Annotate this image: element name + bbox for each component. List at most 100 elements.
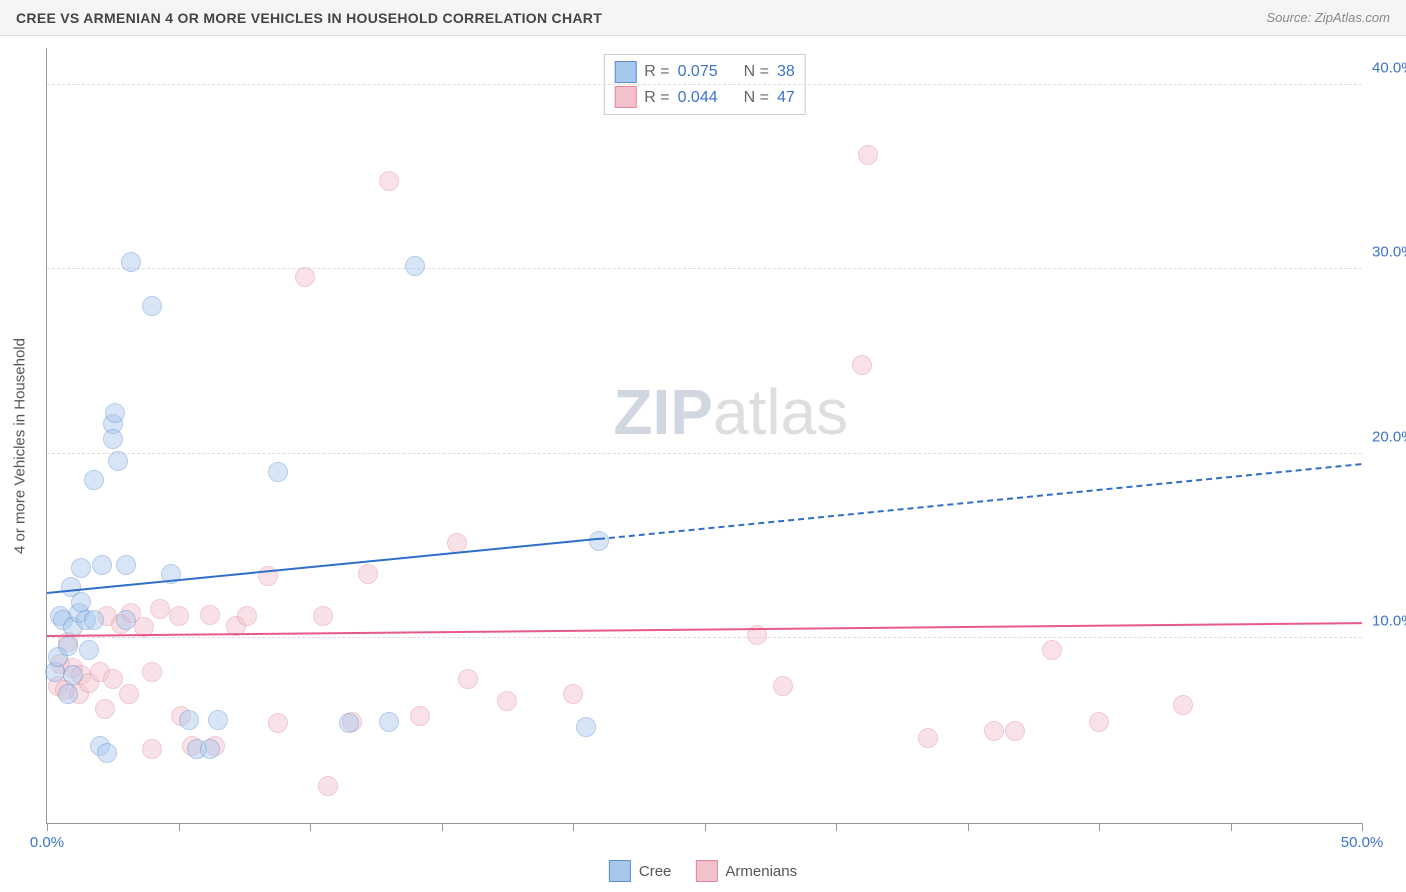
x-tick bbox=[836, 823, 837, 831]
point-armenians bbox=[918, 728, 938, 748]
swatch-cree-bottom bbox=[609, 860, 631, 882]
n-value-cree: 38 bbox=[777, 59, 795, 85]
point-cree bbox=[116, 610, 136, 630]
x-tick bbox=[968, 823, 969, 831]
y-axis-label: 4 or more Vehicles in Household bbox=[12, 338, 29, 554]
point-armenians bbox=[119, 684, 139, 704]
gridline-h bbox=[47, 453, 1362, 454]
y-tick-label: 40.0% bbox=[1364, 59, 1406, 76]
watermark: ZIPatlas bbox=[613, 375, 848, 449]
header-bar: CREE VS ARMENIAN 4 OR MORE VEHICLES IN H… bbox=[0, 0, 1406, 36]
chart-title: CREE VS ARMENIAN 4 OR MORE VEHICLES IN H… bbox=[16, 10, 602, 26]
point-armenians bbox=[1042, 640, 1062, 660]
point-armenians bbox=[358, 564, 378, 584]
point-cree bbox=[71, 592, 91, 612]
legend-label-armenians: Armenians bbox=[725, 863, 797, 880]
swatch-cree bbox=[614, 61, 636, 83]
point-cree bbox=[97, 743, 117, 763]
point-cree bbox=[339, 713, 359, 733]
x-tick bbox=[47, 823, 48, 831]
source-prefix: Source: bbox=[1266, 10, 1314, 25]
x-tick bbox=[179, 823, 180, 831]
point-armenians bbox=[447, 533, 467, 553]
point-armenians bbox=[268, 713, 288, 733]
legend-series: Cree Armenians bbox=[609, 860, 797, 882]
gridline-h bbox=[47, 268, 1362, 269]
r-value-armenians: 0.044 bbox=[678, 85, 718, 111]
point-cree bbox=[92, 555, 112, 575]
point-armenians bbox=[984, 721, 1004, 741]
point-armenians bbox=[563, 684, 583, 704]
watermark-atlas: atlas bbox=[713, 376, 848, 448]
point-cree bbox=[589, 531, 609, 551]
point-armenians bbox=[379, 171, 399, 191]
legend-row-cree: R = 0.075 N = 38 bbox=[614, 59, 795, 85]
point-armenians bbox=[458, 669, 478, 689]
point-cree bbox=[79, 640, 99, 660]
point-armenians bbox=[773, 676, 793, 696]
point-cree bbox=[84, 470, 104, 490]
x-tick bbox=[310, 823, 311, 831]
y-tick-label: 30.0% bbox=[1364, 244, 1406, 261]
point-cree bbox=[405, 256, 425, 276]
point-cree bbox=[103, 429, 123, 449]
point-armenians bbox=[1005, 721, 1025, 741]
point-armenians bbox=[103, 669, 123, 689]
plot-area: ZIPatlas R = 0.075 N = 38 R = 0.044 N = … bbox=[46, 48, 1362, 824]
swatch-armenians-bottom bbox=[695, 860, 717, 882]
point-armenians bbox=[1173, 695, 1193, 715]
point-armenians bbox=[858, 145, 878, 165]
point-armenians bbox=[142, 739, 162, 759]
n-value-armenians: 47 bbox=[777, 85, 795, 111]
x-tick-label: 50.0% bbox=[1341, 834, 1384, 851]
point-cree bbox=[576, 717, 596, 737]
y-tick-label: 10.0% bbox=[1364, 613, 1406, 630]
point-cree bbox=[142, 296, 162, 316]
x-tick bbox=[1099, 823, 1100, 831]
x-tick bbox=[442, 823, 443, 831]
point-cree bbox=[116, 555, 136, 575]
r-label-armenians: R = bbox=[644, 85, 669, 111]
n-label-cree: N = bbox=[744, 59, 769, 85]
x-tick bbox=[573, 823, 574, 831]
y-tick-label: 20.0% bbox=[1364, 428, 1406, 445]
point-armenians bbox=[295, 267, 315, 287]
source-attribution: Source: ZipAtlas.com bbox=[1266, 10, 1390, 25]
legend-label-cree: Cree bbox=[639, 863, 672, 880]
point-armenians bbox=[169, 606, 189, 626]
legend-item-armenians: Armenians bbox=[695, 860, 797, 882]
point-armenians bbox=[1089, 712, 1109, 732]
point-cree bbox=[63, 665, 83, 685]
point-armenians bbox=[313, 606, 333, 626]
point-cree bbox=[179, 710, 199, 730]
x-tick bbox=[705, 823, 706, 831]
swatch-armenians bbox=[614, 86, 636, 108]
point-cree bbox=[71, 558, 91, 578]
point-armenians bbox=[142, 662, 162, 682]
point-armenians bbox=[95, 699, 115, 719]
point-armenians bbox=[150, 599, 170, 619]
point-cree bbox=[200, 739, 220, 759]
gridline-h bbox=[47, 637, 1362, 638]
source-name: ZipAtlas.com bbox=[1315, 10, 1390, 25]
point-cree bbox=[379, 712, 399, 732]
point-armenians bbox=[200, 605, 220, 625]
point-armenians bbox=[410, 706, 430, 726]
point-cree bbox=[58, 684, 78, 704]
n-label-armenians: N = bbox=[744, 85, 769, 111]
point-cree bbox=[121, 252, 141, 272]
plot-container: ZIPatlas R = 0.075 N = 38 R = 0.044 N = … bbox=[46, 36, 1398, 848]
point-armenians bbox=[237, 606, 257, 626]
gridline-h bbox=[47, 84, 1362, 85]
point-armenians bbox=[852, 355, 872, 375]
x-tick bbox=[1231, 823, 1232, 831]
point-cree bbox=[84, 610, 104, 630]
trendline-cree-dashed bbox=[599, 463, 1362, 540]
point-cree bbox=[268, 462, 288, 482]
point-armenians bbox=[497, 691, 517, 711]
point-armenians bbox=[318, 776, 338, 796]
point-cree bbox=[105, 403, 125, 423]
watermark-zip: ZIP bbox=[613, 376, 713, 448]
x-tick-label: 0.0% bbox=[30, 834, 64, 851]
r-label-cree: R = bbox=[644, 59, 669, 85]
